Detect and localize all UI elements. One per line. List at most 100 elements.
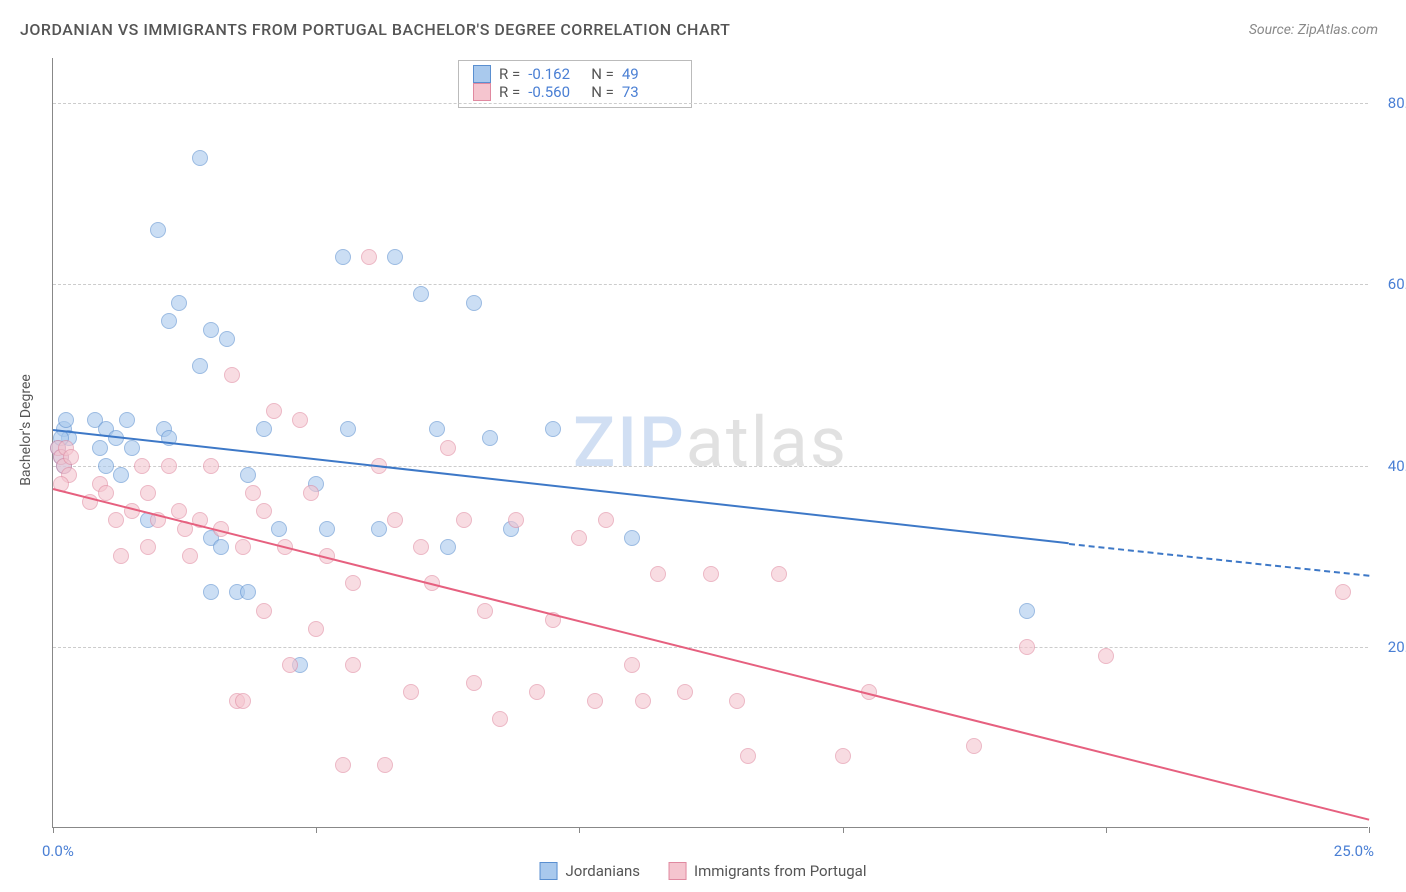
x-tick: [1106, 827, 1107, 833]
scatter-point: [235, 693, 251, 709]
scatter-point: [624, 657, 640, 673]
x-tick: [53, 827, 54, 833]
scatter-point: [140, 485, 156, 501]
chart-plot-area: ZIPatlas R = -0.162 N = 49 R = -0.560 N …: [52, 58, 1368, 828]
scatter-point: [703, 566, 719, 582]
stats-row-series1: R = -0.162 N = 49: [473, 65, 677, 83]
scatter-point: [256, 503, 272, 519]
gridline: [53, 284, 1368, 285]
scatter-point: [387, 512, 403, 528]
scatter-point: [740, 748, 756, 764]
scatter-point: [235, 539, 251, 555]
scatter-point: [256, 421, 272, 437]
scatter-point: [134, 458, 150, 474]
x-axis-min-label: 0.0%: [42, 842, 74, 860]
y-axis-title: Bachelor's Degree: [18, 374, 34, 486]
scatter-point: [477, 603, 493, 619]
scatter-point: [256, 603, 272, 619]
swatch-series1: [540, 862, 558, 880]
legend-label-series2: Immigrants from Portugal: [694, 862, 866, 880]
label-n: N =: [591, 83, 614, 101]
x-axis-max-label: 25.0%: [1334, 842, 1374, 860]
swatch-series2: [473, 83, 491, 101]
scatter-point: [571, 530, 587, 546]
scatter-point: [203, 584, 219, 600]
scatter-point: [377, 757, 393, 773]
scatter-point: [303, 485, 319, 501]
scatter-point: [224, 367, 240, 383]
scatter-point: [440, 440, 456, 456]
scatter-point: [171, 503, 187, 519]
scatter-point: [456, 512, 472, 528]
scatter-point: [140, 539, 156, 555]
correlation-stats-box: R = -0.162 N = 49 R = -0.560 N = 73: [458, 60, 692, 108]
scatter-point: [192, 358, 208, 374]
scatter-point: [650, 566, 666, 582]
regression-line: [1069, 543, 1369, 577]
swatch-series2: [668, 862, 686, 880]
scatter-point: [113, 467, 129, 483]
y-tick-label: 20.0%: [1373, 638, 1406, 656]
scatter-point: [161, 458, 177, 474]
scatter-point: [171, 295, 187, 311]
scatter-point: [624, 530, 640, 546]
scatter-point: [429, 421, 445, 437]
label-n: N =: [591, 65, 614, 83]
scatter-point: [729, 693, 745, 709]
scatter-point: [466, 675, 482, 691]
scatter-point: [119, 412, 135, 428]
scatter-point: [771, 566, 787, 582]
scatter-point: [219, 331, 235, 347]
scatter-point: [361, 249, 377, 265]
scatter-point: [98, 458, 114, 474]
scatter-point: [240, 584, 256, 600]
value-r-series1: -0.162: [528, 65, 583, 83]
scatter-point: [203, 322, 219, 338]
scatter-point: [192, 150, 208, 166]
y-tick-label: 80.0%: [1373, 94, 1406, 112]
scatter-point: [203, 458, 219, 474]
x-tick: [579, 827, 580, 833]
gridline: [53, 647, 1368, 648]
scatter-point: [113, 548, 129, 564]
legend-item-series2: Immigrants from Portugal: [668, 862, 866, 880]
bottom-legend: Jordanians Immigrants from Portugal: [540, 862, 867, 880]
value-r-series2: -0.560: [528, 83, 583, 101]
scatter-point: [345, 575, 361, 591]
legend-item-series1: Jordanians: [540, 862, 641, 880]
scatter-point: [1098, 648, 1114, 664]
stats-row-series2: R = -0.560 N = 73: [473, 83, 677, 101]
label-r: R =: [499, 83, 520, 101]
value-n-series2: 73: [622, 83, 677, 101]
scatter-point: [545, 421, 561, 437]
scatter-point: [63, 449, 79, 465]
regression-line: [53, 488, 1369, 821]
legend-label-series1: Jordanians: [566, 862, 641, 880]
scatter-point: [835, 748, 851, 764]
scatter-point: [161, 313, 177, 329]
scatter-point: [58, 412, 74, 428]
scatter-point: [966, 738, 982, 754]
scatter-point: [345, 657, 361, 673]
scatter-point: [271, 521, 287, 537]
scatter-point: [466, 295, 482, 311]
watermark: ZIPatlas: [573, 402, 848, 484]
scatter-point: [413, 539, 429, 555]
scatter-point: [319, 521, 335, 537]
scatter-point: [98, 485, 114, 501]
scatter-point: [150, 222, 166, 238]
scatter-point: [213, 539, 229, 555]
y-tick-label: 40.0%: [1373, 457, 1406, 475]
x-tick: [316, 827, 317, 833]
source-label: Source: ZipAtlas.com: [1249, 22, 1378, 38]
scatter-point: [292, 412, 308, 428]
scatter-point: [1019, 603, 1035, 619]
scatter-point: [266, 403, 282, 419]
scatter-point: [529, 684, 545, 700]
scatter-point: [413, 286, 429, 302]
scatter-point: [1335, 584, 1351, 600]
watermark-zip: ZIP: [573, 402, 686, 484]
scatter-point: [371, 521, 387, 537]
value-n-series1: 49: [622, 65, 677, 83]
scatter-point: [587, 693, 603, 709]
